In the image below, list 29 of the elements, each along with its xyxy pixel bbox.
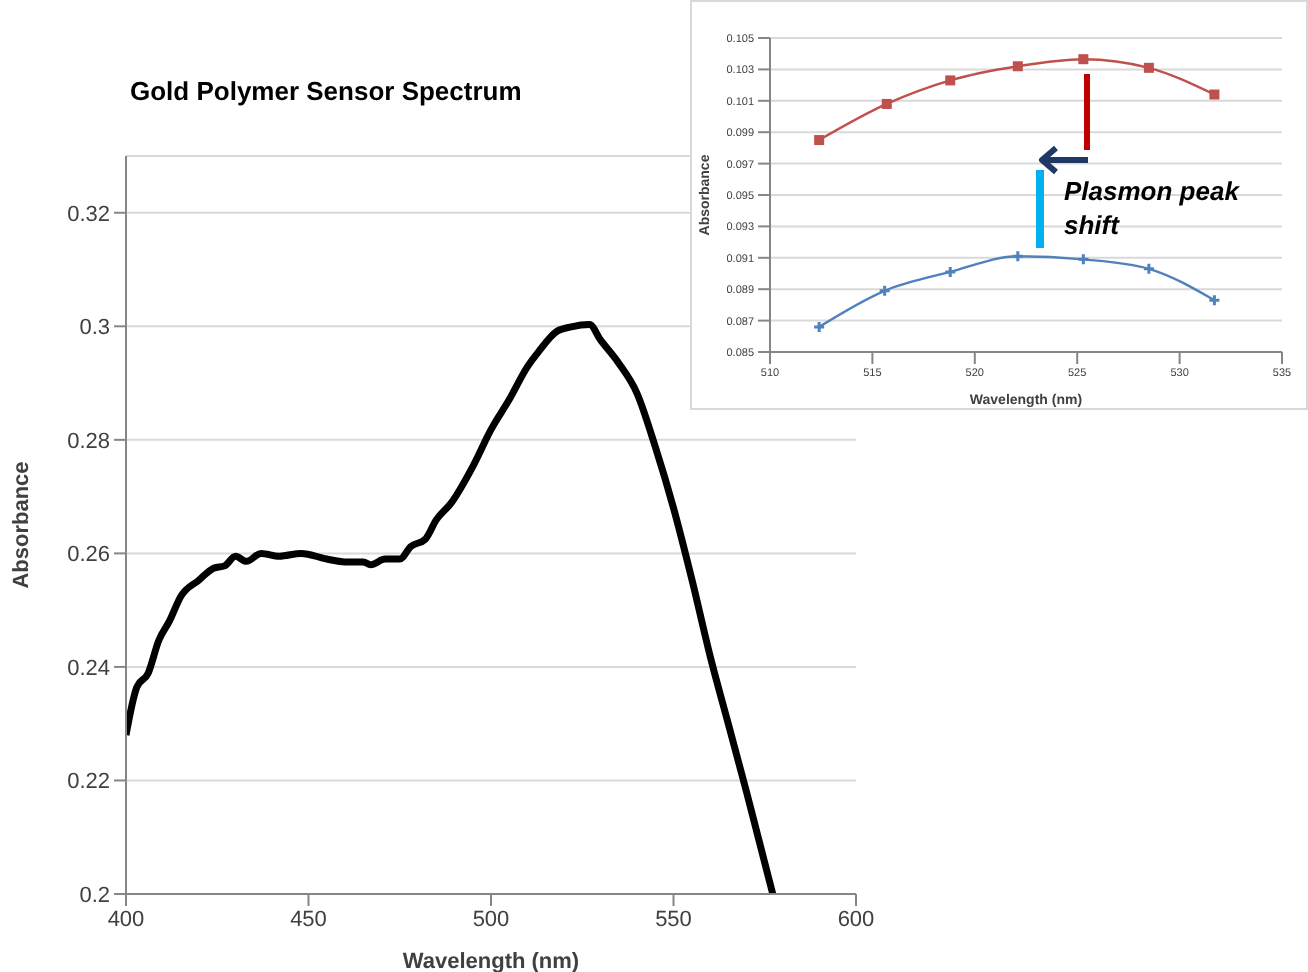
x-axis-title: Wavelength (nm): [402, 950, 580, 972]
y-tick-label: 0.2: [79, 883, 110, 908]
x-tick-label: 550: [655, 907, 692, 932]
y-tick-label: 0.24: [67, 656, 110, 681]
line-series: [126, 321, 777, 894]
point: [943, 265, 957, 279]
y-tick-label: 0.32: [67, 202, 110, 227]
point: [1209, 89, 1220, 100]
y-tick-label: 0.28: [67, 429, 110, 454]
y-tick-label: 0.3: [79, 316, 110, 341]
x-tick-label: 600: [837, 907, 875, 932]
point: [1078, 54, 1089, 65]
point: [878, 284, 892, 298]
y-tick-label: 0.26: [67, 543, 110, 568]
annotation: Plasmon peak shift: [1064, 174, 1242, 242]
point: [1142, 262, 1156, 276]
x-tick-label: 400: [107, 907, 145, 932]
point: [881, 98, 892, 109]
point: [1143, 62, 1154, 73]
point: [945, 75, 956, 86]
x-tick-label: 450: [290, 907, 327, 932]
point: [1011, 249, 1025, 263]
y-axis-title: Absorbance: [9, 461, 34, 589]
point: [1076, 252, 1090, 266]
y-tick-label: 0.22: [67, 770, 110, 795]
point: [814, 135, 825, 146]
chart-title: Gold Polymer Sensor Spectrum: [130, 76, 522, 106]
point: [1012, 61, 1023, 72]
x-tick-label: 500: [472, 907, 510, 932]
